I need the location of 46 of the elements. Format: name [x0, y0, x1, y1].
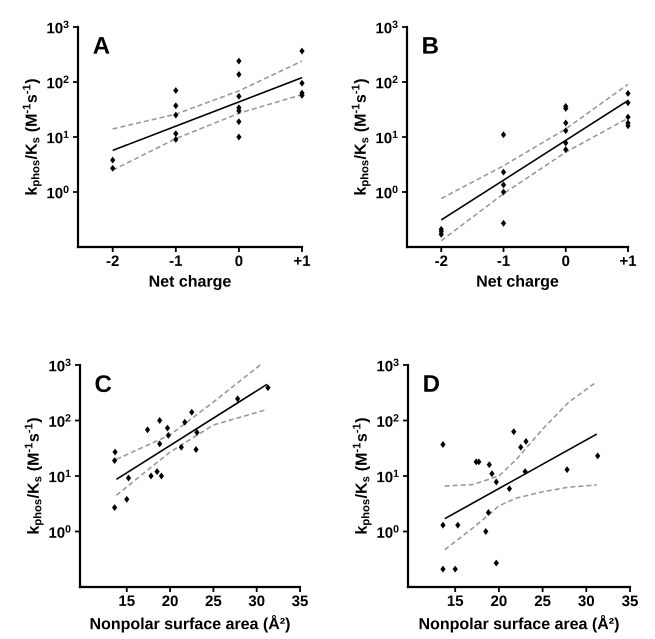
- x-tick-label: 20: [162, 596, 178, 606]
- x-tick-label: -1: [170, 256, 182, 266]
- x-axis-title: Net charge: [150, 275, 231, 290]
- y-tick-label: 10$^{3}$: [47, 20, 69, 34]
- x-tick-label: 15: [119, 596, 135, 606]
- x-tick-label: +1: [620, 256, 636, 266]
- text: k$_{phos}$/K$_{s}$ (M$^{-1}$s$^{-1}$): [24, 418, 44, 534]
- x-tick-label: -1: [497, 256, 510, 266]
- x-tick-label: 15: [448, 596, 464, 606]
- y-tick-label: 10$^{3}$: [49, 358, 71, 372]
- y-tick-label: 10$^{2}$: [377, 414, 399, 427]
- x-tick-label: 35: [622, 596, 638, 606]
- y-tick-label: 10$^{0}$: [377, 525, 399, 538]
- annotation: B: [423, 37, 438, 54]
- x-tick-label: 25: [206, 596, 222, 606]
- y-tick-label: 10$^{0}$: [47, 186, 69, 198]
- x-tick-label: 30: [248, 596, 264, 606]
- text: k$_{phos}$/K$_{s}$ (M$^{-1}$s$^{-1}$): [22, 79, 42, 194]
- x-axis-title: Net charge: [477, 275, 558, 290]
- x-axis-title: Nonpolar surface area (Å²): [90, 615, 290, 632]
- y-tick-label: 10$^{1}$: [376, 130, 398, 144]
- x-tick-label: -2: [106, 256, 119, 266]
- y-tick-label: 10$^{1}$: [377, 470, 399, 482]
- x-axis-title: Nonpolar surface area (Å²): [420, 615, 619, 632]
- y-tick-label: 10$^{1}$: [47, 130, 69, 144]
- y-tick-label: 10$^{2}$: [47, 76, 69, 88]
- annotation: D: [424, 375, 439, 392]
- y-tick-label: 10$^{3}$: [377, 358, 399, 372]
- y-tick-label: 10$^{1}$: [49, 470, 71, 482]
- x-tick-label: 30: [578, 596, 594, 606]
- y-tick-label: 10$^{2}$: [49, 414, 71, 427]
- x-tick-label: 25: [534, 596, 551, 606]
- x-tick-label: -2: [435, 256, 448, 266]
- x-tick-label: 0: [562, 256, 570, 266]
- y-tick-label: 10$^{3}$: [376, 20, 398, 34]
- x-tick-label: 20: [491, 596, 507, 606]
- y-tick-label: 10$^{0}$: [376, 186, 398, 198]
- text: k$_{phos}$/K$_{s}$ (M$^{-1}$s$^{-1}$): [352, 79, 371, 194]
- x-tick-label: 0: [235, 256, 242, 266]
- x-tick-label: +1: [294, 256, 310, 266]
- x-tick-label: 35: [292, 596, 308, 606]
- annotation: C: [96, 375, 112, 392]
- y-tick-label: 10$^{0}$: [49, 525, 71, 538]
- text: k$_{phos}$/K$_{s}$ (M$^{-1}$s$^{-1}$): [352, 418, 372, 534]
- annotation: A: [93, 37, 110, 54]
- y-tick-label: 10$^{2}$: [376, 76, 398, 88]
